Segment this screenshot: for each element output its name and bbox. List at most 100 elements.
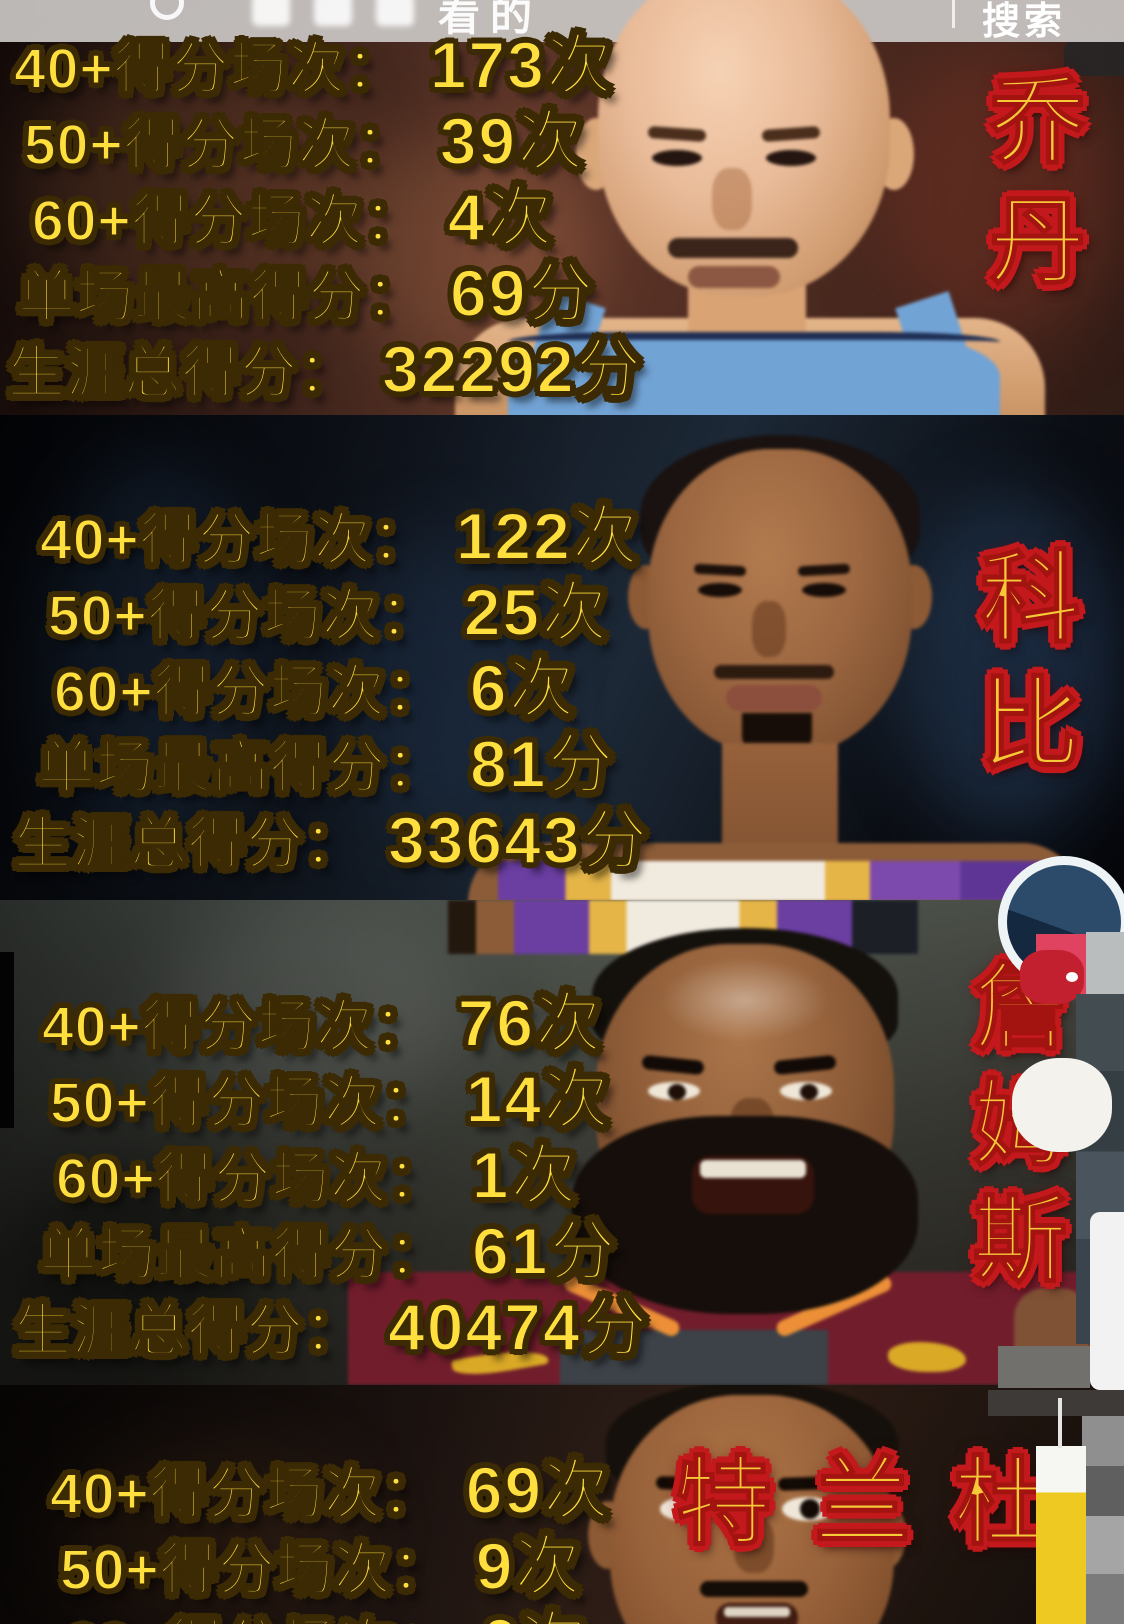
background-blur: [900, 495, 1120, 835]
player-eye: [766, 150, 816, 166]
stat-label: 40+得分场次：: [41, 994, 432, 1060]
stat-value: 173次: [429, 27, 614, 103]
jersey-trim: [508, 332, 1000, 352]
panel-jordan[interactable]: 看的 搜索 乔丹 40+得分场次： 173次 50+得分场次： 3: [0, 0, 1124, 415]
player-name-jordan: 乔丹: [974, 69, 1083, 311]
stat-line: 单场最高得分： 81分: [37, 711, 650, 802]
stat-label: 生涯总得分：: [13, 811, 362, 877]
stat-line: 40+得分场次： 122次: [39, 483, 650, 574]
background-blur: [880, 40, 1120, 340]
stat-value: 39次: [439, 103, 586, 179]
stats-james: 40+得分场次： 76次 50+得分场次： 14次 60+得分场次： 1次 单场最高得…: [13, 970, 650, 1365]
stat-value: 40474分: [387, 1289, 650, 1365]
stat-label: 50+得分场次：: [23, 112, 414, 178]
obscured-query-char: [252, 0, 290, 26]
divider: [952, 0, 955, 28]
stat-line: 生涯总得分： 40474分: [13, 1274, 650, 1365]
stat-label: 单场最高得分：: [17, 264, 424, 330]
stat-value: 0次: [481, 1589, 589, 1624]
player-pupil: [800, 1084, 818, 1100]
player-nose: [734, 1517, 774, 1573]
stat-value: 25次: [463, 574, 610, 650]
stat-label: 60+得分场次：: [65, 1600, 456, 1624]
stat-value: 69分: [449, 255, 596, 331]
stat-label: 40+得分场次：: [49, 1461, 440, 1527]
player-mustache: [714, 665, 834, 679]
player-photo-jordan: [0, 0, 1124, 415]
player-eye: [698, 583, 742, 597]
stat-value: 81分: [469, 726, 616, 802]
player-mouth: [688, 266, 780, 288]
stats-durant: 40+得分场次： 69次 50+得分场次： 9次 60+得分场次： 0次: [20, 1437, 611, 1624]
obscured-query-char: [314, 0, 352, 26]
stat-line: 生涯总得分： 33643分: [13, 787, 650, 878]
stat-value: 4次: [447, 179, 555, 255]
stat-value: 33643分: [387, 802, 650, 878]
panel-james[interactable]: 詹姆斯 40+得分场次： 76次 50+得分场次： 14次 60+得分场次： 1次 单…: [0, 900, 1124, 1385]
stat-label: 60+得分场次：: [31, 188, 422, 254]
stat-line: 单场最高得分： 69分: [17, 240, 644, 331]
text-shade: [0, 415, 580, 900]
player-photo-james: [0, 900, 1124, 1385]
player-photo-kobe: [0, 415, 1124, 900]
stat-value: 69次: [465, 1452, 612, 1528]
team-logo: [888, 1342, 966, 1372]
stat-label: 40+得分场次：: [13, 36, 404, 102]
player-mustache: [700, 1581, 808, 1597]
stat-value: 6次: [469, 650, 577, 726]
stats-jordan: 40+得分场次： 173次 50+得分场次： 39次 60+得分场次： 4次 单场最高…: [7, 12, 644, 407]
player-nose: [712, 168, 752, 230]
player-pupil: [668, 1084, 686, 1100]
stat-label: 50+得分场次：: [49, 1070, 440, 1136]
search-bar[interactable]: 看的 搜索: [0, 0, 1124, 42]
player-name-durant: 杜兰特: [660, 1450, 1047, 1572]
player-jersey: [498, 861, 1062, 900]
stat-label: 生涯总得分：: [13, 1298, 362, 1364]
player-teeth: [724, 1607, 790, 1617]
jersey-chest-panel: [560, 1330, 828, 1385]
panel-kobe[interactable]: 科比 40+得分场次： 122次 50+得分场次： 25次 60+得分场次： 6次 单…: [0, 415, 1124, 900]
stat-value: 61分: [471, 1213, 618, 1289]
stat-value: 122次: [455, 498, 640, 574]
stat-line: 40+得分场次： 173次: [13, 12, 644, 103]
stat-line: 生涯总得分： 32292分: [7, 316, 644, 407]
panel-durant[interactable]: 杜兰特 40+得分场次： 69次 50+得分场次： 9次 60+得分场次： 0次: [0, 1385, 1124, 1624]
stat-label: 50+得分场次：: [47, 583, 438, 649]
stat-line: 60+得分场次： 0次: [65, 1589, 611, 1624]
text-shade: [0, 1385, 580, 1624]
player-nose: [752, 601, 786, 657]
stat-label: 60+得分场次：: [55, 1146, 446, 1212]
player-name-james: 詹姆斯: [959, 957, 1066, 1307]
stat-value: 14次: [465, 1061, 612, 1137]
player-eye: [802, 583, 846, 597]
stats-kobe: 40+得分场次： 122次 50+得分场次： 25次 60+得分场次： 6次 单场最高…: [13, 483, 650, 878]
player-beard: [572, 1116, 918, 1314]
stat-line: 60+得分场次： 1次: [55, 1122, 650, 1213]
stat-label: 60+得分场次：: [53, 659, 444, 725]
player-pupil: [678, 1499, 698, 1519]
player-eye: [652, 150, 702, 166]
stat-line: 40+得分场次： 69次: [49, 1437, 611, 1528]
player-teeth: [700, 1160, 806, 1178]
stat-line: 40+得分场次： 76次: [41, 970, 650, 1061]
stat-line: 60+得分场次： 4次: [31, 164, 644, 255]
stat-value: 9次: [475, 1528, 583, 1604]
stat-line: 50+得分场次： 39次: [23, 88, 644, 179]
stat-value: 1次: [471, 1137, 579, 1213]
stat-label: 50+得分场次：: [59, 1537, 450, 1603]
player-mouth: [726, 685, 822, 711]
player-pupil: [800, 1499, 820, 1519]
forehead-shine: [660, 958, 830, 1042]
search-query-fragment: 看的: [438, 0, 543, 39]
stat-line: 60+得分场次： 6次: [53, 635, 650, 726]
stat-label: 生涯总得分：: [7, 340, 356, 406]
stat-value: 32292分: [381, 331, 644, 407]
stat-line: 50+得分场次： 9次: [59, 1513, 611, 1604]
stat-line: 50+得分场次： 14次: [49, 1046, 650, 1137]
search-button[interactable]: 搜索: [982, 1, 1067, 42]
search-icon: [150, 0, 184, 20]
obscured-query-char: [376, 0, 414, 26]
stat-line: 单场最高得分： 61分: [39, 1198, 650, 1289]
player-name-kobe: 科比: [964, 544, 1078, 798]
